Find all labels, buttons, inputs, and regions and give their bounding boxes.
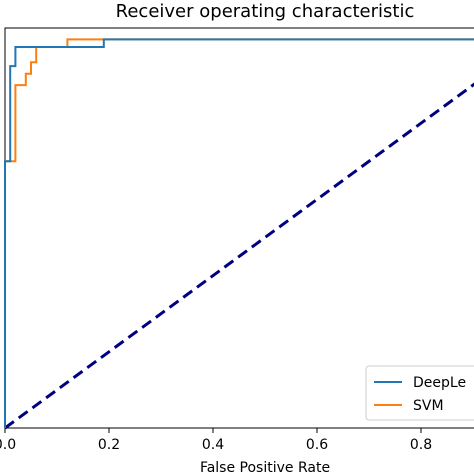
legend-label-svm: SVM (413, 398, 444, 414)
x-tick-label: 0.8 (410, 437, 432, 453)
x-tick-label: 0.2 (98, 437, 120, 453)
x-tick-label: 0.4 (202, 437, 224, 453)
series-layer (4, 38, 474, 430)
x-axis-ticks: 0.0 0.2 0.4 0.6 0.8 (0, 428, 432, 453)
x-tick-label: 0.0 (0, 437, 16, 453)
legend-label-deeplearning: DeepLe (413, 375, 466, 391)
series-line-deeple (4, 38, 474, 428)
legend: DeepLe SVM (365, 365, 474, 421)
legend-box (365, 365, 474, 421)
x-axis-label: False Positive Rate (200, 460, 330, 474)
chart-title: Receiver operating characteristic (116, 1, 415, 22)
chance-diagonal-line (4, 82, 474, 430)
x-tick-label: 0.6 (306, 437, 328, 453)
